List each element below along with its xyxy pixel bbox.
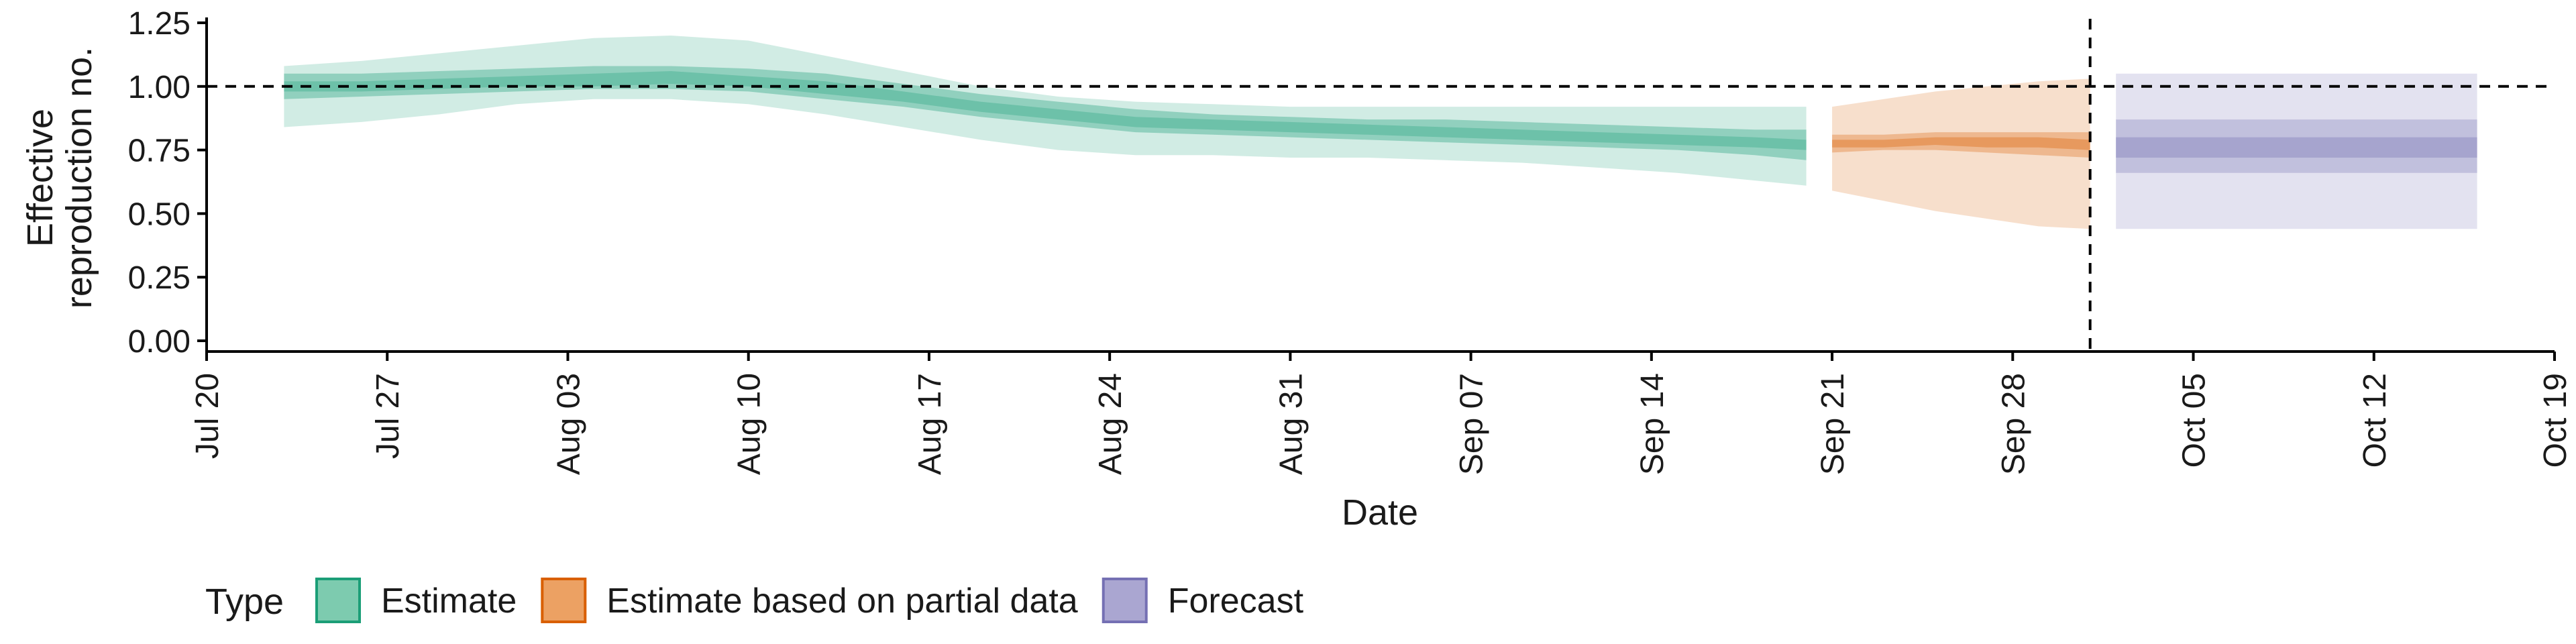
x-tick-label: Oct 19 — [2538, 373, 2573, 468]
y-tick-label: 1.00 — [128, 70, 191, 105]
estimate-band-90 — [284, 36, 1807, 186]
x-tick-label: Jul 20 — [190, 373, 225, 459]
forecast-band-90 — [2116, 73, 2477, 229]
y-axis-title-line-2: reproduction no. — [59, 47, 99, 309]
x-axis-title: Date — [1342, 492, 1418, 533]
x-tick-label: Oct 12 — [2357, 373, 2393, 468]
x-tick-label: Oct 05 — [2177, 373, 2212, 468]
x-tick-label: Sep 07 — [1454, 373, 1490, 475]
reference-lines — [207, 19, 2555, 352]
legend-entry-label: Forecast — [1168, 582, 1304, 621]
legend-swatch — [541, 578, 587, 623]
legend-entry-label: Estimate based on partial data — [606, 582, 1078, 621]
estimate-based-on-partial-data-band-50 — [1832, 132, 2090, 158]
legend-title: Type — [205, 582, 284, 622]
x-tick-label: Sep 28 — [1996, 373, 2031, 475]
estimate-band-50 — [284, 71, 1807, 150]
estimate-band-20 — [284, 66, 1807, 160]
estimate-based-on-partial-data-band-90 — [1832, 78, 2090, 229]
y-tick-label: 0.25 — [128, 260, 191, 296]
y-axis-title: Effective reproduction no. — [20, 47, 99, 309]
x-tick-label: Aug 17 — [912, 373, 948, 475]
legend-swatch — [1102, 578, 1148, 623]
x-tick-label: Aug 31 — [1273, 373, 1309, 475]
legend-entry-label: Estimate — [381, 582, 517, 621]
legend: Type Estimate Estimate based on partial d… — [205, 578, 1304, 623]
bands-layer — [284, 36, 2477, 229]
x-tick-label: Jul 27 — [370, 373, 406, 459]
y-tick-label: 0.00 — [128, 324, 191, 360]
estimate-based-on-partial-data-band-20 — [1832, 137, 2090, 150]
y-tick-label: 1.25 — [128, 6, 191, 42]
x-tick-label: Aug 10 — [732, 373, 767, 475]
x-tick-label: Aug 24 — [1093, 373, 1128, 475]
axes: 0.00 0.25 0.50 0.75 1.00 1.25 Jul 20 Jul 27 Aug … — [128, 6, 2573, 475]
y-tick-label: 0.75 — [128, 133, 191, 169]
y-axis-title-line-1: Effective — [20, 109, 60, 247]
forecast-band-20 — [2116, 137, 2477, 158]
x-tick-label: Sep 14 — [1635, 373, 1670, 475]
legend-swatch — [315, 578, 361, 623]
x-tick-label: Sep 21 — [1815, 373, 1851, 475]
forecast-band-50 — [2116, 119, 2477, 173]
x-tick-label: Aug 03 — [551, 373, 587, 475]
y-tick-label: 0.50 — [128, 197, 191, 232]
